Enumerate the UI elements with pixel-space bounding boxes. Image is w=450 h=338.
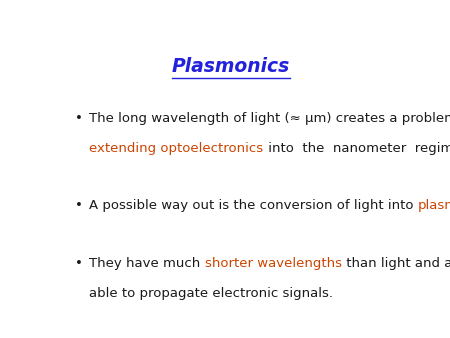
Text: They have much: They have much	[90, 257, 205, 270]
Text: A possible way out is the conversion of light into: A possible way out is the conversion of …	[90, 199, 418, 212]
Text: The long wavelength of light (≈ μm) creates a problem for: The long wavelength of light (≈ μm) crea…	[90, 112, 450, 125]
Text: •: •	[76, 199, 83, 212]
Text: •: •	[76, 112, 83, 125]
Text: plasmons: plasmons	[418, 199, 450, 212]
Text: than light and are: than light and are	[342, 257, 450, 270]
Text: Plasmonics: Plasmonics	[171, 57, 290, 76]
Text: shorter wavelengths: shorter wavelengths	[205, 257, 342, 270]
Text: able to propagate electronic signals.: able to propagate electronic signals.	[90, 287, 333, 299]
Text: extending optoelectronics: extending optoelectronics	[90, 142, 264, 155]
Text: •: •	[76, 257, 83, 270]
Text: into  the  nanometer  regime.: into the nanometer regime.	[264, 142, 450, 155]
